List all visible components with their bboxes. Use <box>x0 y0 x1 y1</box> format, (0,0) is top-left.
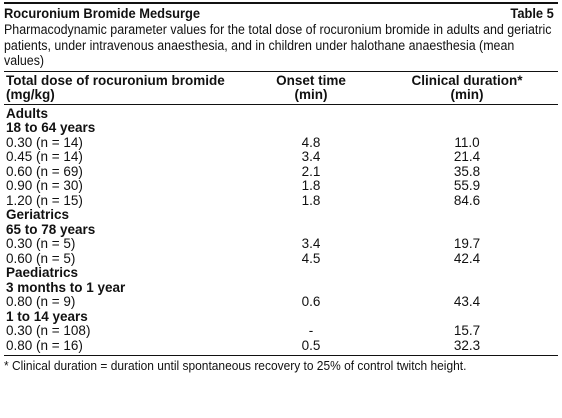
group-header-row: Adults <box>4 104 558 121</box>
column-header-dose-line1: Total dose of rocuronium bromide <box>6 72 225 88</box>
group-label: Paediatrics <box>6 265 79 280</box>
table-row: 0.90 (n = 30) 1.8 55.9 <box>4 178 558 194</box>
group-header-row: Paediatrics <box>4 265 558 281</box>
dose-cell: 1.20 (n = 15) <box>6 192 83 208</box>
column-header-dose: Total dose of rocuronium bromide (mg/kg) <box>4 71 246 105</box>
duration-cell: 21.4 <box>453 149 481 164</box>
table-row: 1.20 (n = 15) 1.8 84.6 <box>4 192 558 209</box>
table-row: 0.60 (n = 5) 4.5 42.4 <box>4 250 558 267</box>
group-label: 65 to 78 years <box>6 221 96 237</box>
onset-cell: - <box>308 323 314 338</box>
table-head: Total dose of rocuronium bromide (mg/kg)… <box>4 71 558 105</box>
group-header-row: 18 to 64 years <box>4 120 558 136</box>
onset-cell: 1.8 <box>301 178 321 193</box>
document-title: Rocuronium Bromide Medsurge <box>4 5 201 21</box>
group-header-row: 65 to 78 years <box>4 221 558 238</box>
duration-cell: 35.8 <box>453 163 481 179</box>
group-header-row: Geriatrics <box>4 207 558 223</box>
table-caption: Pharmacodynamic parameter values for the… <box>4 22 552 68</box>
onset-cell: 4.5 <box>301 250 321 266</box>
onset-cell: 4.8 <box>301 134 321 150</box>
dose-cell: 0.45 (n = 14) <box>6 149 83 164</box>
column-header-duration-line2: (min) <box>450 87 484 102</box>
caption-rule <box>4 70 558 72</box>
dose-cell: 0.30 (n = 14) <box>6 134 83 150</box>
table-row: 0.30 (n = 5) 3.4 19.7 <box>4 236 558 252</box>
column-header-onset-line1: Onset time <box>276 72 346 88</box>
group-header-row: 3 months to 1 year <box>4 279 558 296</box>
duration-cell: 19.7 <box>453 236 481 251</box>
column-header-dose-line2: (mg/kg) <box>6 87 55 102</box>
group-label: 18 to 64 years <box>6 120 96 135</box>
group-label: Adults <box>6 105 48 121</box>
dose-cell: 0.30 (n = 108) <box>6 323 91 338</box>
column-header-duration: Clinical duration* (min) <box>376 71 558 105</box>
table-row: 0.80 (n = 16) 0.5 32.3 <box>4 338 558 356</box>
group-label: 3 months to 1 year <box>6 279 126 295</box>
top-rule <box>4 2 558 4</box>
header-row: Total dose of rocuronium bromide (mg/kg)… <box>4 71 558 105</box>
dose-cell: 0.80 (n = 9) <box>6 294 76 309</box>
data-table: Total dose of rocuronium bromide (mg/kg)… <box>4 71 558 356</box>
onset-cell: 3.4 <box>301 149 321 164</box>
table-row: 0.30 (n = 108) - 15.7 <box>4 323 558 339</box>
duration-cell: 15.7 <box>453 323 481 338</box>
group-label: 1 to 14 years <box>6 308 88 324</box>
group-label: Geriatrics <box>6 207 70 222</box>
dose-cell: 0.30 (n = 5) <box>6 236 76 251</box>
onset-cell: 1.8 <box>301 192 321 208</box>
table-row: 0.45 (n = 14) 3.4 21.4 <box>4 149 558 165</box>
column-header-duration-line1: Clinical duration* <box>411 72 523 88</box>
table-number: Table 5 <box>510 5 554 21</box>
duration-cell: 42.4 <box>453 250 481 266</box>
table-row: 0.60 (n = 69) 2.1 35.8 <box>4 163 558 180</box>
onset-cell: 0.6 <box>301 294 321 309</box>
dose-cell: 0.80 (n = 16) <box>4 338 246 356</box>
dose-cell: 0.60 (n = 69) <box>6 163 83 179</box>
duration-cell: 55.9 <box>453 178 481 193</box>
column-header-onset: Onset time (min) <box>246 71 376 105</box>
column-header-onset-line2: (min) <box>294 87 328 102</box>
table-body: Adults 18 to 64 years 0.30 (n = 14) 4.8 11.0… <box>4 104 558 356</box>
onset-cell: 2.1 <box>301 163 321 179</box>
duration-cell: 43.4 <box>453 294 481 309</box>
duration-cell: 11.0 <box>454 134 480 150</box>
onset-cell: 3.4 <box>301 236 321 251</box>
group-header-row: 1 to 14 years <box>4 308 558 325</box>
footnote: * Clinical duration = duration until spo… <box>4 358 467 373</box>
table-row: 0.80 (n = 9) 0.6 43.4 <box>4 294 558 310</box>
dose-cell: 0.90 (n = 30) <box>6 178 83 193</box>
dose-cell: 0.60 (n = 5) <box>6 250 76 266</box>
duration-cell: 84.6 <box>453 192 481 208</box>
table-row: 0.30 (n = 14) 4.8 11.0 <box>4 134 558 151</box>
onset-cell: 0.5 <box>246 338 376 356</box>
duration-cell: 32.3 <box>376 338 558 356</box>
table-header: Rocuronium Bromide Medsurge Table 5 <box>4 5 558 22</box>
